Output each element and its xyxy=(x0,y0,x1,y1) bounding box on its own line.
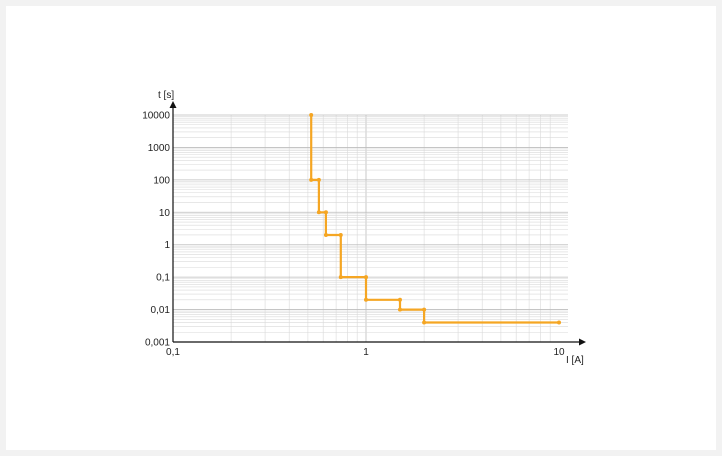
y-tick-label: 100 xyxy=(153,175,170,186)
grid xyxy=(172,114,568,343)
y-tick-label: 10000 xyxy=(142,111,170,122)
chart-page: 0,1 1 10 0,001 0,01 0,1 1 10 100 1000 10000 I [A] … xyxy=(6,6,716,450)
data-point xyxy=(323,232,328,237)
data-point xyxy=(397,307,402,312)
data-point xyxy=(309,113,314,117)
series-group xyxy=(309,113,561,325)
data-point xyxy=(338,275,343,280)
y-tick-label: 10 xyxy=(159,208,171,219)
x-tick-label: 1 xyxy=(363,347,369,358)
y-tick-label: 0,001 xyxy=(145,338,170,349)
y-tick-label: 1 xyxy=(164,240,170,251)
data-point xyxy=(422,320,427,325)
data-point xyxy=(364,297,368,302)
data-point xyxy=(316,210,321,215)
data-point xyxy=(316,177,321,182)
data-point xyxy=(323,210,328,215)
x-axis-label: I [A] xyxy=(566,355,584,366)
x-tick-label: 10 xyxy=(553,347,565,358)
y-axis-arrow xyxy=(169,101,177,108)
data-point xyxy=(422,307,427,312)
data-point xyxy=(557,320,561,325)
x-tick-label: 0,1 xyxy=(166,347,180,358)
y-tick-label: 1000 xyxy=(148,143,171,154)
tick-labels: 0,1 1 10 0,001 0,01 0,1 1 10 100 1000 10000 xyxy=(142,111,565,359)
data-point xyxy=(309,177,314,182)
data-point xyxy=(364,275,368,280)
y-axis-label: t [s] xyxy=(158,90,174,101)
y-tick-label: 0,01 xyxy=(151,305,171,316)
data-point xyxy=(397,297,402,302)
x-axis-arrow xyxy=(579,338,586,346)
data-point xyxy=(338,232,343,237)
series-line xyxy=(310,115,559,324)
y-tick-label: 0,1 xyxy=(156,273,170,284)
axes xyxy=(169,101,586,346)
